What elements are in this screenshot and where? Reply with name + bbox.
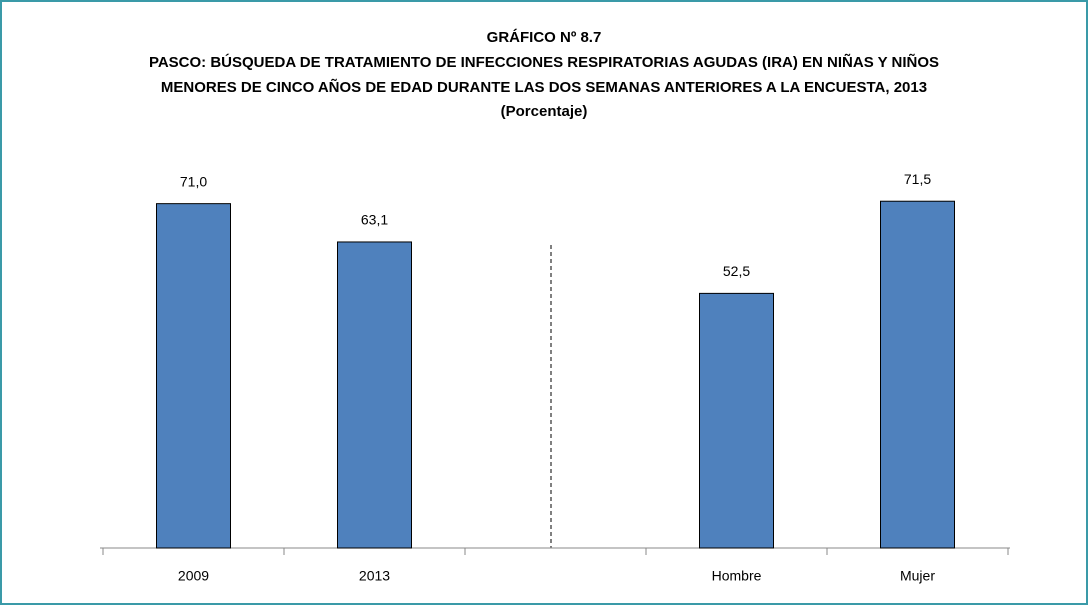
data-label: 71,5 (904, 171, 931, 187)
chart-subtitle: PASCO: BÚSQUEDA DE TRATAMIENTO DE INFECC… (149, 53, 939, 71)
bar (699, 292, 774, 549)
chart-subtitle: MENORES DE CINCO AÑOS DE EDAD DURANTE LA… (161, 78, 927, 96)
data-label: 63,1 (361, 212, 388, 228)
data-label: 71,0 (180, 173, 207, 189)
data-label: 52,5 (723, 263, 750, 279)
chart-subtitle: (Porcentaje) (501, 103, 588, 120)
x-tick-label: Mujer (900, 568, 935, 584)
chart-title: GRÁFICO Nº 8.7 (487, 29, 602, 46)
bar (156, 203, 231, 549)
x-tick-label: Hombre (712, 568, 762, 584)
x-tick-label: 2013 (359, 568, 390, 584)
bar (880, 200, 955, 549)
x-tick-label: 2009 (178, 568, 209, 584)
bar (337, 241, 412, 549)
